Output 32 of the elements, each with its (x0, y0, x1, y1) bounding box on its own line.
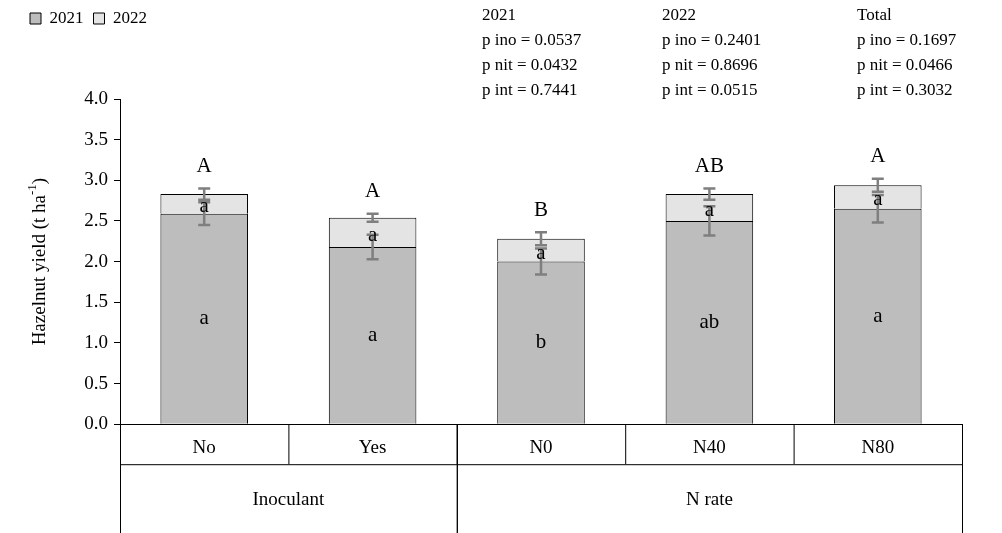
y-tick-label: 2.0 (84, 249, 108, 271)
annotation: A (870, 143, 887, 168)
annotation: b (535, 329, 547, 354)
y-tick-label: 2.5 (84, 208, 108, 230)
annotation: AB (694, 152, 724, 177)
y-tick-label: 3.0 (84, 168, 108, 190)
annotation: a (199, 305, 210, 330)
y-tick-label: 0.5 (84, 371, 108, 393)
annotation: a (704, 197, 715, 222)
text: 2021 p ino = 0.0537 p nit = 0.0432 p int = 0.7441 (482, 4, 582, 101)
y-axis-title: Hazelnut yield (t ha-1) (24, 177, 50, 346)
annotation: a (367, 221, 378, 246)
annotation: a (536, 239, 547, 264)
annotation: B (533, 196, 549, 221)
y-tick-label: 3.5 (84, 127, 108, 149)
annotation: A (196, 152, 213, 177)
text: Inoculant (252, 488, 325, 510)
y-tick-label: 1.5 (84, 290, 108, 312)
y-tick-label: 0.0 (84, 412, 108, 434)
y-tick-label: 1.0 (84, 330, 108, 352)
annotation: a (199, 193, 210, 218)
text: 2022 p ino = 0.2401 p nit = 0.8696 p int = 0.0515 (662, 4, 762, 101)
annotation: a (873, 186, 884, 211)
annotation: a (873, 302, 884, 327)
annotation: a (367, 322, 378, 347)
text: N rate (685, 488, 733, 510)
legend-label: 2021 (49, 7, 84, 27)
y-tick-label: 4.0 (84, 86, 108, 108)
annotation: ab (699, 309, 720, 334)
annotation: A (365, 178, 382, 203)
legend-label: 2022 (113, 7, 147, 27)
text: Total p ino = 0.1697 p nit = 0.0466 p int = 0.3032 (857, 4, 957, 101)
